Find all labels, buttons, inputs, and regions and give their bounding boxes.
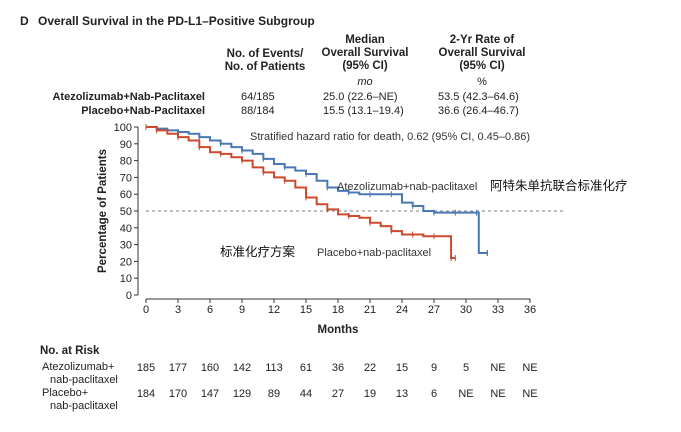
at-risk-value: NE: [522, 388, 538, 400]
x-tick-label: 6: [207, 304, 213, 316]
summary-rate-placebo: 36.6 (26.4–46.7): [438, 105, 519, 117]
hazard-ratio-annotation: Stratified hazard ratio for death, 0.62 …: [250, 131, 530, 143]
at-risk-value: 19: [363, 388, 377, 400]
series-label-placebo: Placebo+nab-paclitaxel: [317, 247, 431, 259]
y-tick-label: 60: [120, 189, 132, 201]
x-tick-label: 27: [428, 304, 440, 316]
y-tick-label: 90: [120, 139, 132, 151]
summary-events-placebo: 88/184: [241, 105, 275, 117]
summary-row-label-placebo: Placebo+Nab-Paclitaxel: [81, 105, 205, 117]
at-risk-value: 160: [200, 362, 220, 374]
at-risk-row-label: Atezolizumab+ nab-paclitaxel: [42, 361, 118, 387]
y-tick-label: 50: [120, 206, 132, 218]
summary-row-label-atezo: Atezolizumab+Nab-Paclitaxel: [52, 91, 205, 103]
x-tick-label: 12: [268, 304, 280, 316]
x-axis-title: Months: [318, 324, 359, 336]
at-risk-row-label-line: Atezolizumab+: [42, 361, 115, 373]
at-risk-value: 6: [430, 388, 438, 400]
summary-rate-atezo: 53.5 (42.3–64.6): [438, 91, 519, 103]
series-chinese-label-placebo: 标准化疗方案: [220, 244, 296, 259]
at-risk-value: NE: [522, 362, 538, 374]
km-curve-placebo: [146, 126, 456, 260]
at-risk-row-label: Placebo+ nab-paclitaxel: [42, 387, 118, 413]
at-risk-value: 147: [200, 388, 220, 400]
at-risk-value: 113: [265, 362, 283, 374]
panel-letter: D: [20, 14, 29, 28]
at-risk-value: 36: [331, 362, 345, 374]
x-tick-label: 36: [524, 304, 536, 316]
at-risk-value: 177: [168, 362, 188, 374]
y-axis-title: Percentage of Patients: [97, 149, 109, 273]
median-header: Median Overall Survival (95% CI): [321, 34, 409, 72]
series-chinese-label-atezo: 阿特朱单抗联合标准化疗: [490, 178, 628, 193]
at-risk-value: 129: [232, 388, 252, 400]
at-risk-value: 9: [430, 362, 438, 374]
at-risk-value: NE: [458, 388, 474, 400]
at-risk-value: 22: [363, 362, 377, 374]
at-risk-value: 184: [136, 388, 156, 400]
panel-title: Overall Survival in the PD-L1–Positive S…: [38, 14, 315, 28]
y-tick-label: 10: [120, 273, 132, 285]
x-tick-label: 3: [175, 304, 181, 316]
x-tick-label: 9: [239, 304, 245, 316]
y-tick-label: 30: [120, 240, 132, 252]
at-risk-value: 13: [395, 388, 409, 400]
summary-events-atezo: 64/185: [241, 91, 275, 103]
at-risk-row-label-line: nab-paclitaxel: [50, 400, 118, 412]
at-risk-title: No. at Risk: [40, 345, 100, 357]
at-risk-value: 15: [395, 362, 409, 374]
at-risk-value: 5: [462, 362, 470, 374]
y-tick-label: 70: [120, 172, 132, 184]
series-label-atezo: Atezolizumab+nab-paclitaxel: [337, 181, 477, 193]
x-tick-label: 30: [460, 304, 472, 316]
x-tick-label: 21: [364, 304, 376, 316]
chart-series: [145, 124, 488, 262]
at-risk-value: 27: [331, 388, 345, 400]
summary-median-atezo: 25.0 (22.6–NE): [323, 91, 398, 103]
at-risk-value: 170: [168, 388, 188, 400]
at-risk-value: NE: [490, 388, 506, 400]
chart-labels: Stratified hazard ratio for death, 0.62 …: [220, 131, 628, 259]
events-header: No. of Events/ No. of Patients: [224, 48, 306, 73]
at-risk-value: 44: [299, 388, 313, 400]
y-tick-label: 20: [120, 256, 132, 268]
rate-unit: %: [477, 76, 487, 88]
at-risk-row-label-line: Placebo+: [42, 387, 89, 399]
median-unit: mo: [357, 76, 373, 88]
at-risk-value: 61: [299, 362, 313, 374]
rate-header: 2-Yr Rate of Overall Survival (95% CI): [438, 34, 526, 72]
at-risk-value: 89: [267, 388, 281, 400]
y-tick-label: 0: [126, 290, 132, 302]
at-risk-value: 142: [232, 362, 252, 374]
y-tick-label: 80: [120, 156, 132, 168]
at-risk-value: NE: [490, 362, 506, 374]
y-tick-label: 100: [114, 122, 132, 134]
at-risk-value: 185: [136, 362, 156, 374]
x-tick-label: 15: [300, 304, 312, 316]
x-tick-label: 18: [332, 304, 344, 316]
x-tick-label: 24: [396, 304, 408, 316]
at-risk-row-label-line: nab-paclitaxel: [50, 374, 118, 386]
summary-median-placebo: 15.5 (13.1–19.4): [323, 105, 404, 117]
y-tick-label: 40: [120, 223, 132, 235]
x-tick-label: 0: [143, 304, 149, 316]
x-tick-label: 33: [492, 304, 504, 316]
